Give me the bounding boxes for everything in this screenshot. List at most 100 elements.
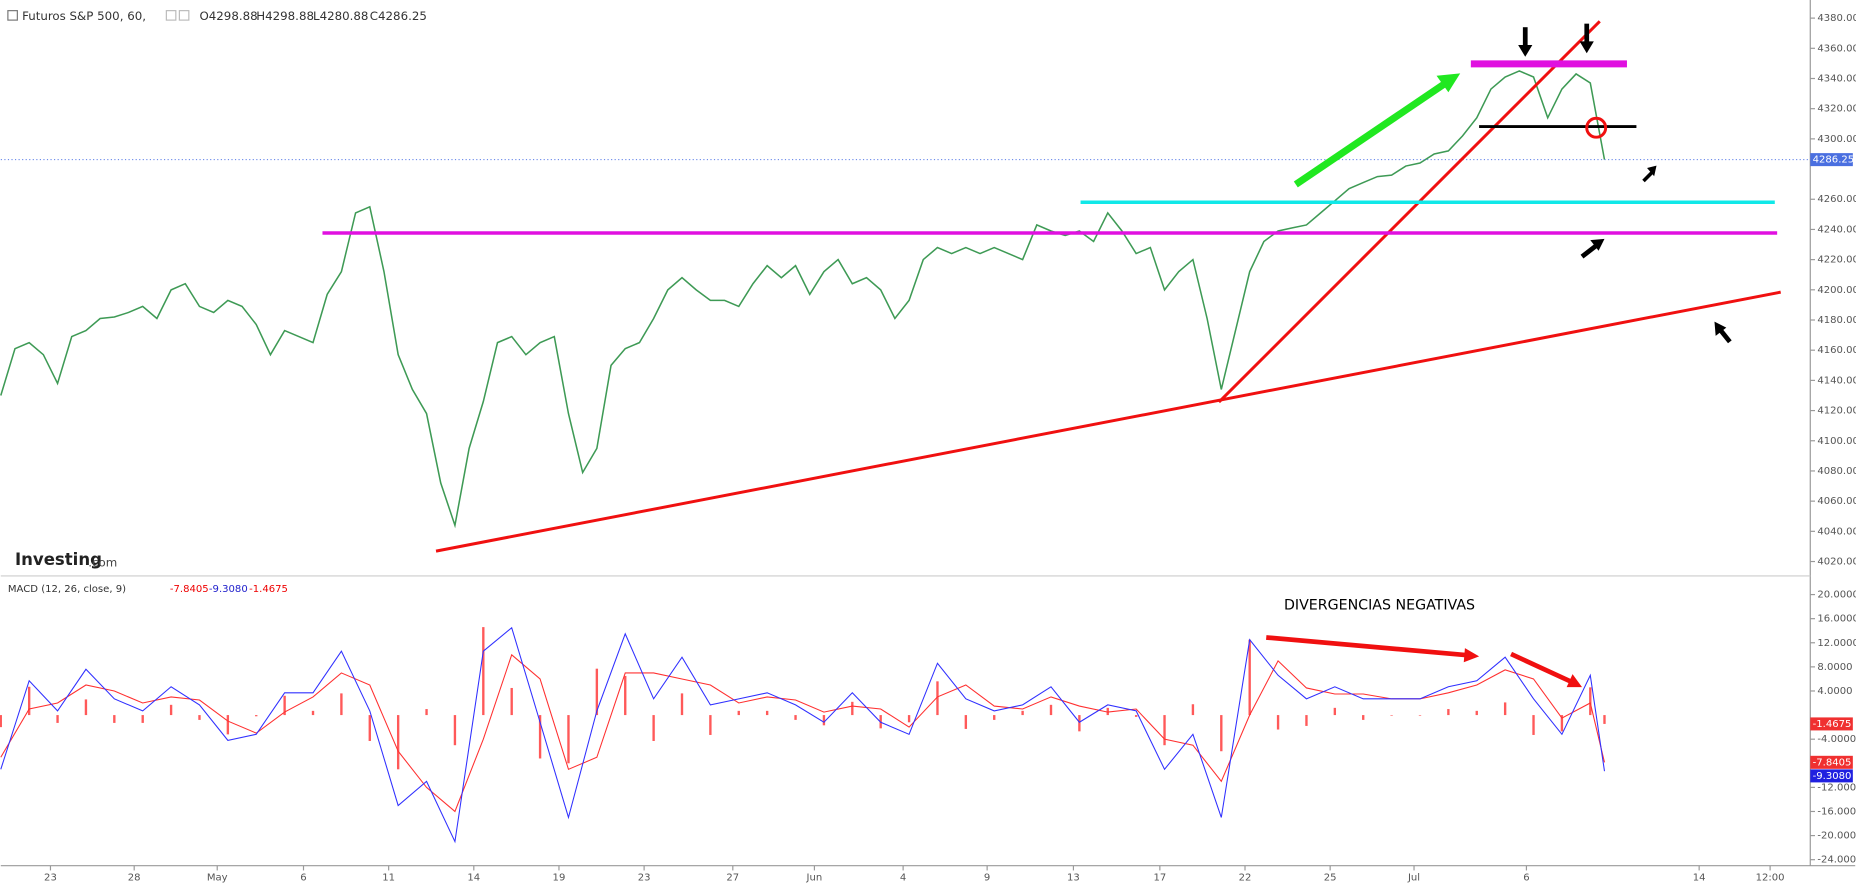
arrow	[1580, 242, 1599, 259]
histogram-bar	[1078, 715, 1081, 732]
arrow-head	[1590, 238, 1605, 251]
arrow-head	[1647, 165, 1657, 177]
x-tick-label: 13	[1067, 873, 1080, 884]
y-tick-label: 4.0000	[1817, 686, 1852, 697]
histogram-bar	[1134, 715, 1138, 717]
histogram-bar	[1603, 715, 1606, 724]
histogram-bar	[1220, 715, 1223, 752]
histogram-bar	[425, 709, 428, 716]
histogram-bar	[1589, 687, 1592, 716]
arrow-head	[1714, 321, 1727, 336]
y-tick-label: 4040.00	[1817, 526, 1856, 537]
histogram-bar	[1248, 639, 1251, 716]
y-tick-label: 20.0000	[1817, 590, 1856, 601]
trend-line	[1217, 20, 1601, 404]
histogram-bar	[1418, 715, 1422, 716]
price-badge	[1810, 769, 1853, 783]
arrow	[1718, 328, 1732, 344]
settings-icon[interactable]	[165, 10, 177, 21]
arrow-head	[1579, 41, 1594, 54]
y-tick-label: -24.0000	[1817, 855, 1856, 866]
x-tick-label: 14	[467, 873, 480, 884]
collapse-icon[interactable]	[7, 10, 18, 21]
x-tick-label: 23	[638, 873, 651, 884]
histogram-bar	[1333, 707, 1337, 716]
x-tick-label: 6	[300, 873, 306, 884]
histogram-bar	[709, 715, 712, 735]
histogram-bar	[198, 715, 201, 720]
histogram-bar	[538, 715, 542, 759]
divergence-arrow	[1266, 635, 1468, 658]
y-tick-label: -12.0000	[1817, 782, 1856, 793]
histogram-bar	[567, 715, 570, 764]
x-tick-label: Jun	[806, 873, 823, 884]
x-tick-label: 23	[44, 873, 57, 884]
histogram-bar	[283, 695, 286, 716]
histogram-bar	[84, 699, 88, 716]
price-badge	[1810, 755, 1853, 769]
y-tick-label: 4240.00	[1817, 224, 1856, 235]
y-tick-label: 4260.00	[1817, 194, 1856, 205]
annotation: DIVERGENCIAS NEGATIVAS	[1284, 598, 1475, 614]
price-badge	[1810, 717, 1853, 731]
divergence-arrow	[1510, 651, 1572, 684]
y-tick-label: -20.0000	[1817, 831, 1856, 842]
y-tick-label: 4340.00	[1817, 73, 1856, 84]
price-badge-label: -9.3080	[1813, 771, 1852, 782]
histogram-bar	[794, 715, 797, 720]
arrow-head	[1566, 674, 1583, 688]
x-tick-label: 4	[900, 873, 906, 884]
x-tick-label: 14	[1693, 873, 1706, 884]
arrow-head	[1463, 648, 1480, 663]
histogram-bar	[1276, 715, 1280, 730]
histogram-bar	[169, 704, 173, 716]
histogram-bar	[453, 715, 457, 746]
macd-line	[0, 626, 1606, 844]
y-tick-label: 4120.00	[1817, 406, 1856, 417]
signal-line	[0, 653, 1606, 813]
y-tick-label: 12.0000	[1817, 638, 1856, 649]
histogram-bar	[822, 715, 826, 726]
logo-brand: Investing	[15, 550, 102, 569]
y-tick-label: 4100.00	[1817, 436, 1856, 447]
macd-title: MACD (12, 26, close, 9)	[8, 584, 126, 595]
histogram-bar	[1503, 702, 1507, 716]
x-tick-label: 6	[1523, 873, 1529, 884]
histogram-bar	[56, 715, 59, 723]
hide-icon[interactable]	[178, 10, 190, 21]
x-tick-label: 28	[128, 873, 141, 884]
arrow-head	[1518, 44, 1533, 57]
histogram-bar	[1191, 704, 1195, 716]
histogram-bar	[1390, 715, 1393, 716]
y-tick-label: 4060.00	[1817, 496, 1856, 507]
histogram-bar	[737, 710, 740, 716]
histogram-bar	[652, 715, 655, 741]
histogram-bar	[311, 710, 315, 716]
histogram-bar	[510, 687, 513, 716]
histogram-bar	[368, 715, 371, 741]
y-tick-label: 4200.00	[1817, 285, 1856, 296]
y-tick-label: 4140.00	[1817, 375, 1856, 386]
y-tick-label: -16.0000	[1817, 806, 1856, 817]
y-tick-label: -4.0000	[1817, 734, 1856, 745]
histogram-bar	[936, 681, 939, 716]
histogram-bar	[624, 675, 627, 716]
x-tick-label: 19	[553, 873, 566, 884]
price-badge-label: 4286.25	[1813, 155, 1855, 166]
ohlc-close: C4286.25	[370, 9, 427, 23]
histogram-bar	[1049, 704, 1053, 716]
histogram-bar	[851, 701, 854, 716]
x-tick-label: 12:00	[1756, 873, 1785, 884]
chart-title: Futuros S&P 500, 60,	[22, 9, 146, 23]
y-tick-label: 4300.00	[1817, 134, 1856, 145]
macd-header-value: -7.8405	[170, 584, 209, 595]
histogram-bar	[113, 715, 116, 723]
macd-header-value: -1.4675	[249, 584, 288, 595]
x-tick-label: 9	[984, 873, 990, 884]
x-tick-label: 11	[382, 873, 395, 884]
histogram-bar	[482, 627, 485, 716]
arrow	[1293, 79, 1448, 188]
y-tick-label: 4360.00	[1817, 43, 1856, 54]
trend-line	[435, 290, 1781, 553]
